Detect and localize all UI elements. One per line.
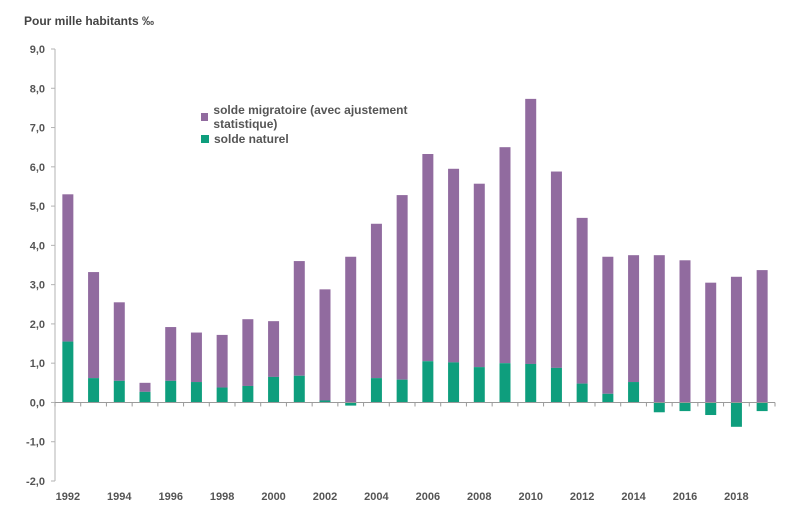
bar-natural-1994 [113, 380, 125, 403]
bar-natural-2010 [525, 363, 537, 403]
bar-natural-2005 [396, 379, 408, 403]
y-tick-label: 0,0 [30, 397, 45, 409]
bar-migratory-2011 [550, 171, 562, 368]
bar-natural-2009 [499, 363, 511, 403]
bar-migratory-2003 [345, 256, 357, 403]
bar-natural-2008 [473, 367, 485, 403]
x-tick-label: 2000 [261, 491, 285, 503]
x-tick-label: 1992 [56, 491, 80, 503]
x-tick-label: 2016 [673, 491, 697, 503]
x-tick-label: 2004 [364, 491, 389, 503]
bar-natural-2016 [679, 402, 691, 412]
y-tick-label: 2,0 [30, 319, 45, 331]
bar-natural-2013 [602, 393, 614, 403]
y-tick-label: 7,0 [30, 123, 45, 135]
bar-migratory-2007 [448, 168, 460, 363]
y-axis-unit-label: Pour mille habitants ‰ [24, 14, 155, 28]
bar-migratory-2004 [370, 223, 382, 379]
bar-migratory-2006 [422, 151, 434, 362]
bar-natural-2015 [653, 402, 665, 413]
y-tick-label: -2,0 [26, 476, 45, 488]
x-tick-label: 2014 [621, 491, 646, 503]
bar-migratory-2001 [293, 261, 305, 376]
y-tick-label: 5,0 [30, 201, 45, 213]
bar-natural-1993 [88, 378, 100, 403]
legend-item-natural: solde naturel [201, 128, 456, 150]
y-tick-label: 8,0 [30, 83, 45, 95]
bar-migratory-1998 [216, 334, 228, 388]
y-axis: -2,0 -1,0 0,0 1,0 2,0 3,0 4,0 5,0 6,0 7,0 8,0 9,0 [26, 44, 56, 488]
bar-natural-1995 [139, 391, 151, 403]
legend-label-migratory: solde migratoire (avec ajustement statis… [213, 103, 408, 131]
legend-item-migratory: solde migratoire (avec ajustement statis… [201, 103, 456, 131]
x-tick-label: 2002 [313, 491, 337, 503]
bar-natural-2001 [293, 375, 305, 403]
y-tick-label: -1,0 [26, 437, 45, 449]
bar-migratory-2005 [396, 195, 408, 380]
bar-migratory-2013 [602, 256, 614, 394]
y-tick-label: 3,0 [30, 280, 45, 292]
bar-natural-1999 [242, 385, 254, 403]
bar-natural-2004 [370, 378, 382, 403]
x-tick-label: 2018 [724, 491, 748, 503]
bar-migratory-1994 [113, 302, 125, 381]
legend-swatch-natural [201, 135, 209, 143]
bar-natural-2012 [576, 383, 588, 403]
legend: solde migratoire (avec ajustement statis… [197, 103, 460, 154]
x-tick-label: 2008 [467, 491, 491, 503]
bar-natural-1996 [165, 380, 177, 403]
bar-migratory-2015 [653, 255, 665, 403]
x-tick-label: 1994 [107, 491, 132, 503]
x-tick-label: 2006 [416, 491, 440, 503]
bar-natural-1997 [190, 382, 202, 403]
bar-natural-2018 [730, 402, 742, 427]
bar-migratory-2014 [628, 255, 640, 383]
bar-migratory-1999 [242, 319, 254, 386]
bars-group [62, 98, 768, 427]
legend-label-natural: solde naturel [214, 132, 289, 146]
bar-natural-2017 [705, 402, 717, 416]
x-tick-label: 1996 [158, 491, 182, 503]
bar-migratory-1995 [139, 382, 151, 392]
y-tick-label: 9,0 [30, 44, 45, 56]
bar-migratory-2018 [730, 276, 742, 403]
x-tick-label: 2012 [570, 491, 594, 503]
bar-migratory-2016 [679, 260, 691, 403]
bar-migratory-2012 [576, 217, 588, 384]
bar-natural-2006 [422, 361, 434, 403]
bar-migratory-2019 [756, 270, 768, 403]
bar-migratory-2009 [499, 147, 511, 364]
bar-migratory-1993 [88, 272, 100, 379]
bar-natural-2019 [756, 402, 768, 412]
bar-migratory-2010 [525, 98, 537, 364]
legend-swatch-migratory [201, 113, 209, 121]
x-tick-label: 1998 [210, 491, 234, 503]
y-tick-label: 6,0 [30, 162, 45, 174]
bar-natural-2011 [550, 367, 562, 403]
bar-natural-2002 [319, 400, 331, 403]
bar-natural-2014 [628, 382, 640, 403]
y-tick-label: 1,0 [30, 358, 45, 370]
x-axis: 1992 1994 1996 1998 2000 2002 2004 2006 2008 2010… [54, 401, 776, 503]
bar-migratory-1996 [165, 327, 177, 381]
x-tick-label: 2010 [518, 491, 542, 503]
bar-migratory-1997 [190, 332, 202, 383]
bar-natural-2000 [268, 376, 280, 403]
bar-migratory-1992 [62, 194, 74, 342]
bar-migratory-2002 [319, 289, 331, 401]
bar-natural-2003 [345, 402, 357, 406]
y-tick-label: 4,0 [30, 240, 45, 252]
bar-natural-1992 [62, 341, 74, 403]
bar-migratory-2000 [268, 321, 280, 377]
bar-natural-1998 [216, 387, 228, 403]
bar-migratory-2017 [705, 282, 717, 403]
bar-migratory-2008 [473, 183, 485, 368]
bar-natural-2007 [448, 362, 460, 403]
